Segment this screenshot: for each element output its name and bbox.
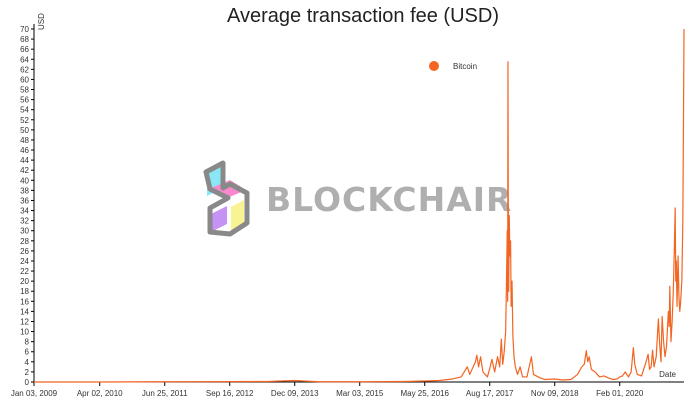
x-tick-label: Mar 03, 2015 [336,389,384,398]
y-tick-label: 16 [20,297,29,306]
y-tick-label: 64 [20,55,29,64]
y-tick-label: 12 [20,317,29,326]
x-axis-title: Date [659,370,676,379]
x-tick-label: May 25, 2016 [400,389,449,398]
x-tick-label: Jan 03, 2009 [11,389,58,398]
x-tick-label: Dec 09, 2013 [271,389,319,398]
y-tick-label: 2 [25,368,30,377]
y-tick-label: 50 [20,126,29,135]
axes: 0246810121416182022242628303234363840424… [11,13,684,398]
watermark-purple-block [211,206,227,232]
series-line-bitcoin [34,28,685,383]
watermark-text: BLOCKCHAIR [266,180,512,219]
y-tick-label: 38 [20,186,29,195]
y-ticks: 0246810121416182022242628303234363840424… [20,25,34,387]
y-tick-label: 18 [20,287,29,296]
y-tick-label: 20 [20,277,29,286]
series-layer [34,28,685,383]
legend: Bitcoin [429,61,477,71]
y-tick-label: 66 [20,45,29,54]
y-tick-label: 24 [20,257,29,266]
x-tick-label: Nov 09, 2018 [531,389,579,398]
y-tick-label: 4 [25,358,30,367]
y-tick-label: 34 [20,207,29,216]
y-tick-label: 40 [20,176,29,185]
y-tick-label: 30 [20,227,29,236]
y-tick-label: 56 [20,96,29,105]
y-tick-label: 36 [20,196,29,205]
y-tick-label: 8 [25,338,30,347]
y-tick-label: 52 [20,116,29,125]
legend-marker-bitcoin [429,61,439,71]
x-tick-label: Apr 02, 2010 [77,389,123,398]
x-tick-label: Sep 16, 2012 [206,389,254,398]
y-tick-label: 46 [20,146,29,155]
watermark-yellow-block [231,200,244,231]
y-tick-label: 0 [25,378,30,387]
y-tick-label: 22 [20,267,29,276]
y-tick-label: 32 [20,217,29,226]
x-ticks: Jan 03, 2009 Apr 02, 2010 Jun 25, 2011 Sep … [11,382,644,398]
y-tick-label: 54 [20,106,29,115]
y-tick-label: 10 [20,328,29,337]
watermark-logo: BLOCKCHAIR [203,160,512,237]
watermark-outline [203,160,250,237]
y-tick-label: 14 [20,307,29,316]
y-axis-title: USD [37,13,46,30]
y-tick-label: 44 [20,156,29,165]
x-tick-label: Feb 01, 2020 [596,389,644,398]
y-tick-label: 68 [20,35,29,44]
y-tick-label: 62 [20,65,29,74]
y-tick-label: 58 [20,86,29,95]
y-tick-label: 70 [20,25,29,34]
y-tick-label: 6 [25,348,30,357]
y-tick-label: 26 [20,247,29,256]
x-tick-label: Jun 25, 2011 [142,389,188,398]
x-tick-label: Aug 17, 2017 [466,389,514,398]
watermark-pink-block [211,180,246,198]
y-tick-label: 48 [20,136,29,145]
y-tick-label: 60 [20,75,29,84]
y-tick-label: 42 [20,166,29,175]
y-tick-label: 28 [20,237,29,246]
legend-label-bitcoin: Bitcoin [453,62,477,71]
chart-title: Average transaction fee (USD) [227,5,499,27]
